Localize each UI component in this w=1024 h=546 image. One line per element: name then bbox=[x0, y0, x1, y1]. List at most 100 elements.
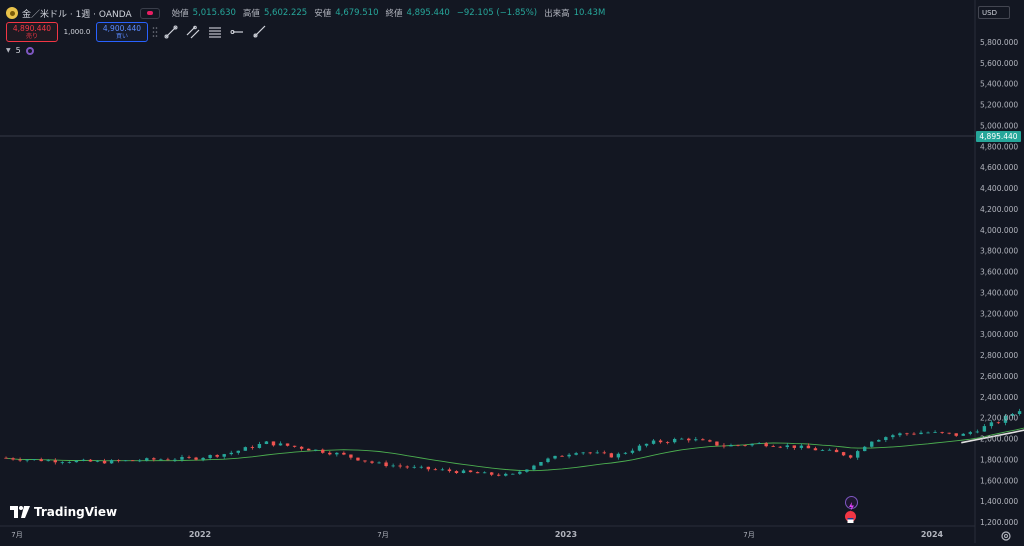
candle-body bbox=[138, 460, 142, 462]
y-tick-label: 1,200.000 bbox=[980, 518, 1018, 527]
candle-body bbox=[877, 440, 881, 442]
quantity-field[interactable]: 1,000.0 bbox=[63, 28, 91, 36]
currency-select[interactable]: USD bbox=[978, 6, 1010, 19]
candle-body bbox=[250, 447, 255, 448]
ray-tool-icon[interactable] bbox=[250, 23, 268, 41]
candle-body bbox=[827, 449, 832, 451]
candle-body bbox=[975, 431, 980, 433]
y-tick-label: 3,400.000 bbox=[980, 288, 1018, 297]
candle-body bbox=[32, 459, 36, 460]
candle-body bbox=[398, 465, 402, 467]
candle-body bbox=[609, 453, 614, 458]
candle-body bbox=[1017, 411, 1022, 415]
candle-body bbox=[701, 439, 705, 441]
candle-body bbox=[525, 469, 529, 472]
candle-body bbox=[426, 466, 431, 470]
x-tick-label: 7月 bbox=[377, 531, 388, 539]
candle-body bbox=[243, 447, 248, 451]
candle-body bbox=[672, 438, 677, 443]
candle-body bbox=[88, 459, 93, 462]
y-tick-label: 5,200.000 bbox=[980, 101, 1018, 110]
x-tick-label: 7月 bbox=[743, 531, 754, 539]
candle-body bbox=[257, 443, 262, 448]
candle-body bbox=[912, 433, 916, 435]
trade-panel: 4,890.440 売り 1,000.0 4,900.440 買い bbox=[6, 22, 268, 42]
candle-body bbox=[215, 455, 219, 457]
candle-body bbox=[736, 444, 740, 446]
candle-body bbox=[412, 466, 416, 468]
candle-body bbox=[595, 452, 599, 454]
candle-body bbox=[546, 458, 550, 463]
visibility-toggle-icon[interactable] bbox=[139, 7, 160, 19]
candle-body bbox=[264, 441, 269, 444]
event-calendar-icon[interactable] bbox=[845, 511, 856, 523]
candle-body bbox=[377, 462, 381, 464]
candle-body bbox=[46, 460, 50, 462]
y-tick-label: 1,600.000 bbox=[980, 476, 1018, 485]
parallel-channel-tool-icon[interactable] bbox=[184, 23, 202, 41]
candle-body bbox=[665, 442, 670, 443]
candle-body bbox=[159, 459, 163, 461]
candle-body bbox=[314, 449, 318, 451]
candle-body bbox=[504, 473, 508, 476]
candle-body bbox=[335, 452, 339, 455]
candle-body bbox=[651, 440, 656, 444]
candle-body bbox=[694, 439, 698, 441]
x-tick-label: 2022 bbox=[189, 530, 211, 539]
candle-body bbox=[116, 460, 121, 461]
candle-body bbox=[482, 472, 487, 474]
symbol-header: 金／米ドル · 1週 · OANDA 始値 5,015.630 高値 5,602.2… bbox=[6, 6, 608, 20]
y-tick-label: 4,800.000 bbox=[980, 142, 1018, 151]
candle-body bbox=[152, 458, 156, 460]
candle-body bbox=[743, 445, 747, 446]
candle-body bbox=[940, 431, 944, 433]
candle-body bbox=[771, 446, 775, 447]
high-label: 高値 bbox=[242, 9, 260, 19]
y-tick-label: 4,600.000 bbox=[980, 163, 1018, 172]
candle-body bbox=[792, 445, 797, 448]
drag-handle-icon[interactable] bbox=[152, 25, 158, 39]
candle-body bbox=[644, 443, 649, 446]
candle-body bbox=[356, 457, 360, 461]
candle-body bbox=[898, 433, 902, 436]
gear-icon[interactable] bbox=[1000, 527, 1012, 541]
candle-body bbox=[553, 455, 557, 459]
candle-body bbox=[271, 441, 276, 446]
candle-body bbox=[497, 474, 501, 476]
currency-value: USD bbox=[982, 8, 997, 17]
candle-body bbox=[363, 460, 367, 462]
symbol-title[interactable]: 金／米ドル · 1週 · OANDA bbox=[22, 9, 132, 20]
y-tick-label: 5,600.000 bbox=[980, 59, 1018, 68]
candle-body bbox=[891, 435, 895, 438]
buy-price: 4,900.440 bbox=[102, 23, 142, 33]
y-tick-label: 4,000.000 bbox=[980, 226, 1018, 235]
candle-body bbox=[630, 450, 635, 453]
candle-body bbox=[39, 459, 43, 462]
candle-body bbox=[750, 443, 754, 446]
candle-body bbox=[123, 460, 128, 462]
y-tick-label: 5,800.000 bbox=[980, 38, 1018, 47]
sell-button[interactable]: 4,890.440 売り bbox=[6, 22, 58, 42]
candle-body bbox=[884, 437, 888, 441]
y-tick-label: 3,200.000 bbox=[980, 309, 1018, 318]
candle-body bbox=[180, 456, 184, 460]
candle-body bbox=[574, 453, 578, 455]
candle-body bbox=[933, 431, 937, 433]
y-tick-label: 3,800.000 bbox=[980, 247, 1018, 256]
buy-button[interactable]: 4,900.440 買い bbox=[96, 22, 148, 42]
candle-body bbox=[616, 453, 621, 458]
candle-body bbox=[299, 446, 304, 449]
candle-body bbox=[680, 438, 684, 440]
indicator-period: 5 bbox=[15, 46, 21, 55]
high-value: 5,602.225 bbox=[263, 8, 308, 18]
candle-body bbox=[539, 462, 543, 466]
horizontal-ray-tool-icon[interactable] bbox=[228, 23, 246, 41]
candle-body bbox=[102, 460, 107, 464]
chevron-down-icon[interactable]: ▼ bbox=[6, 47, 11, 54]
fib-retracement-tool-icon[interactable] bbox=[206, 23, 224, 41]
event-flash-icon[interactable] bbox=[845, 496, 858, 511]
candle-body bbox=[785, 445, 789, 448]
trend-line-tool-icon[interactable] bbox=[162, 23, 180, 41]
open-value: 5,015.630 bbox=[192, 8, 236, 18]
